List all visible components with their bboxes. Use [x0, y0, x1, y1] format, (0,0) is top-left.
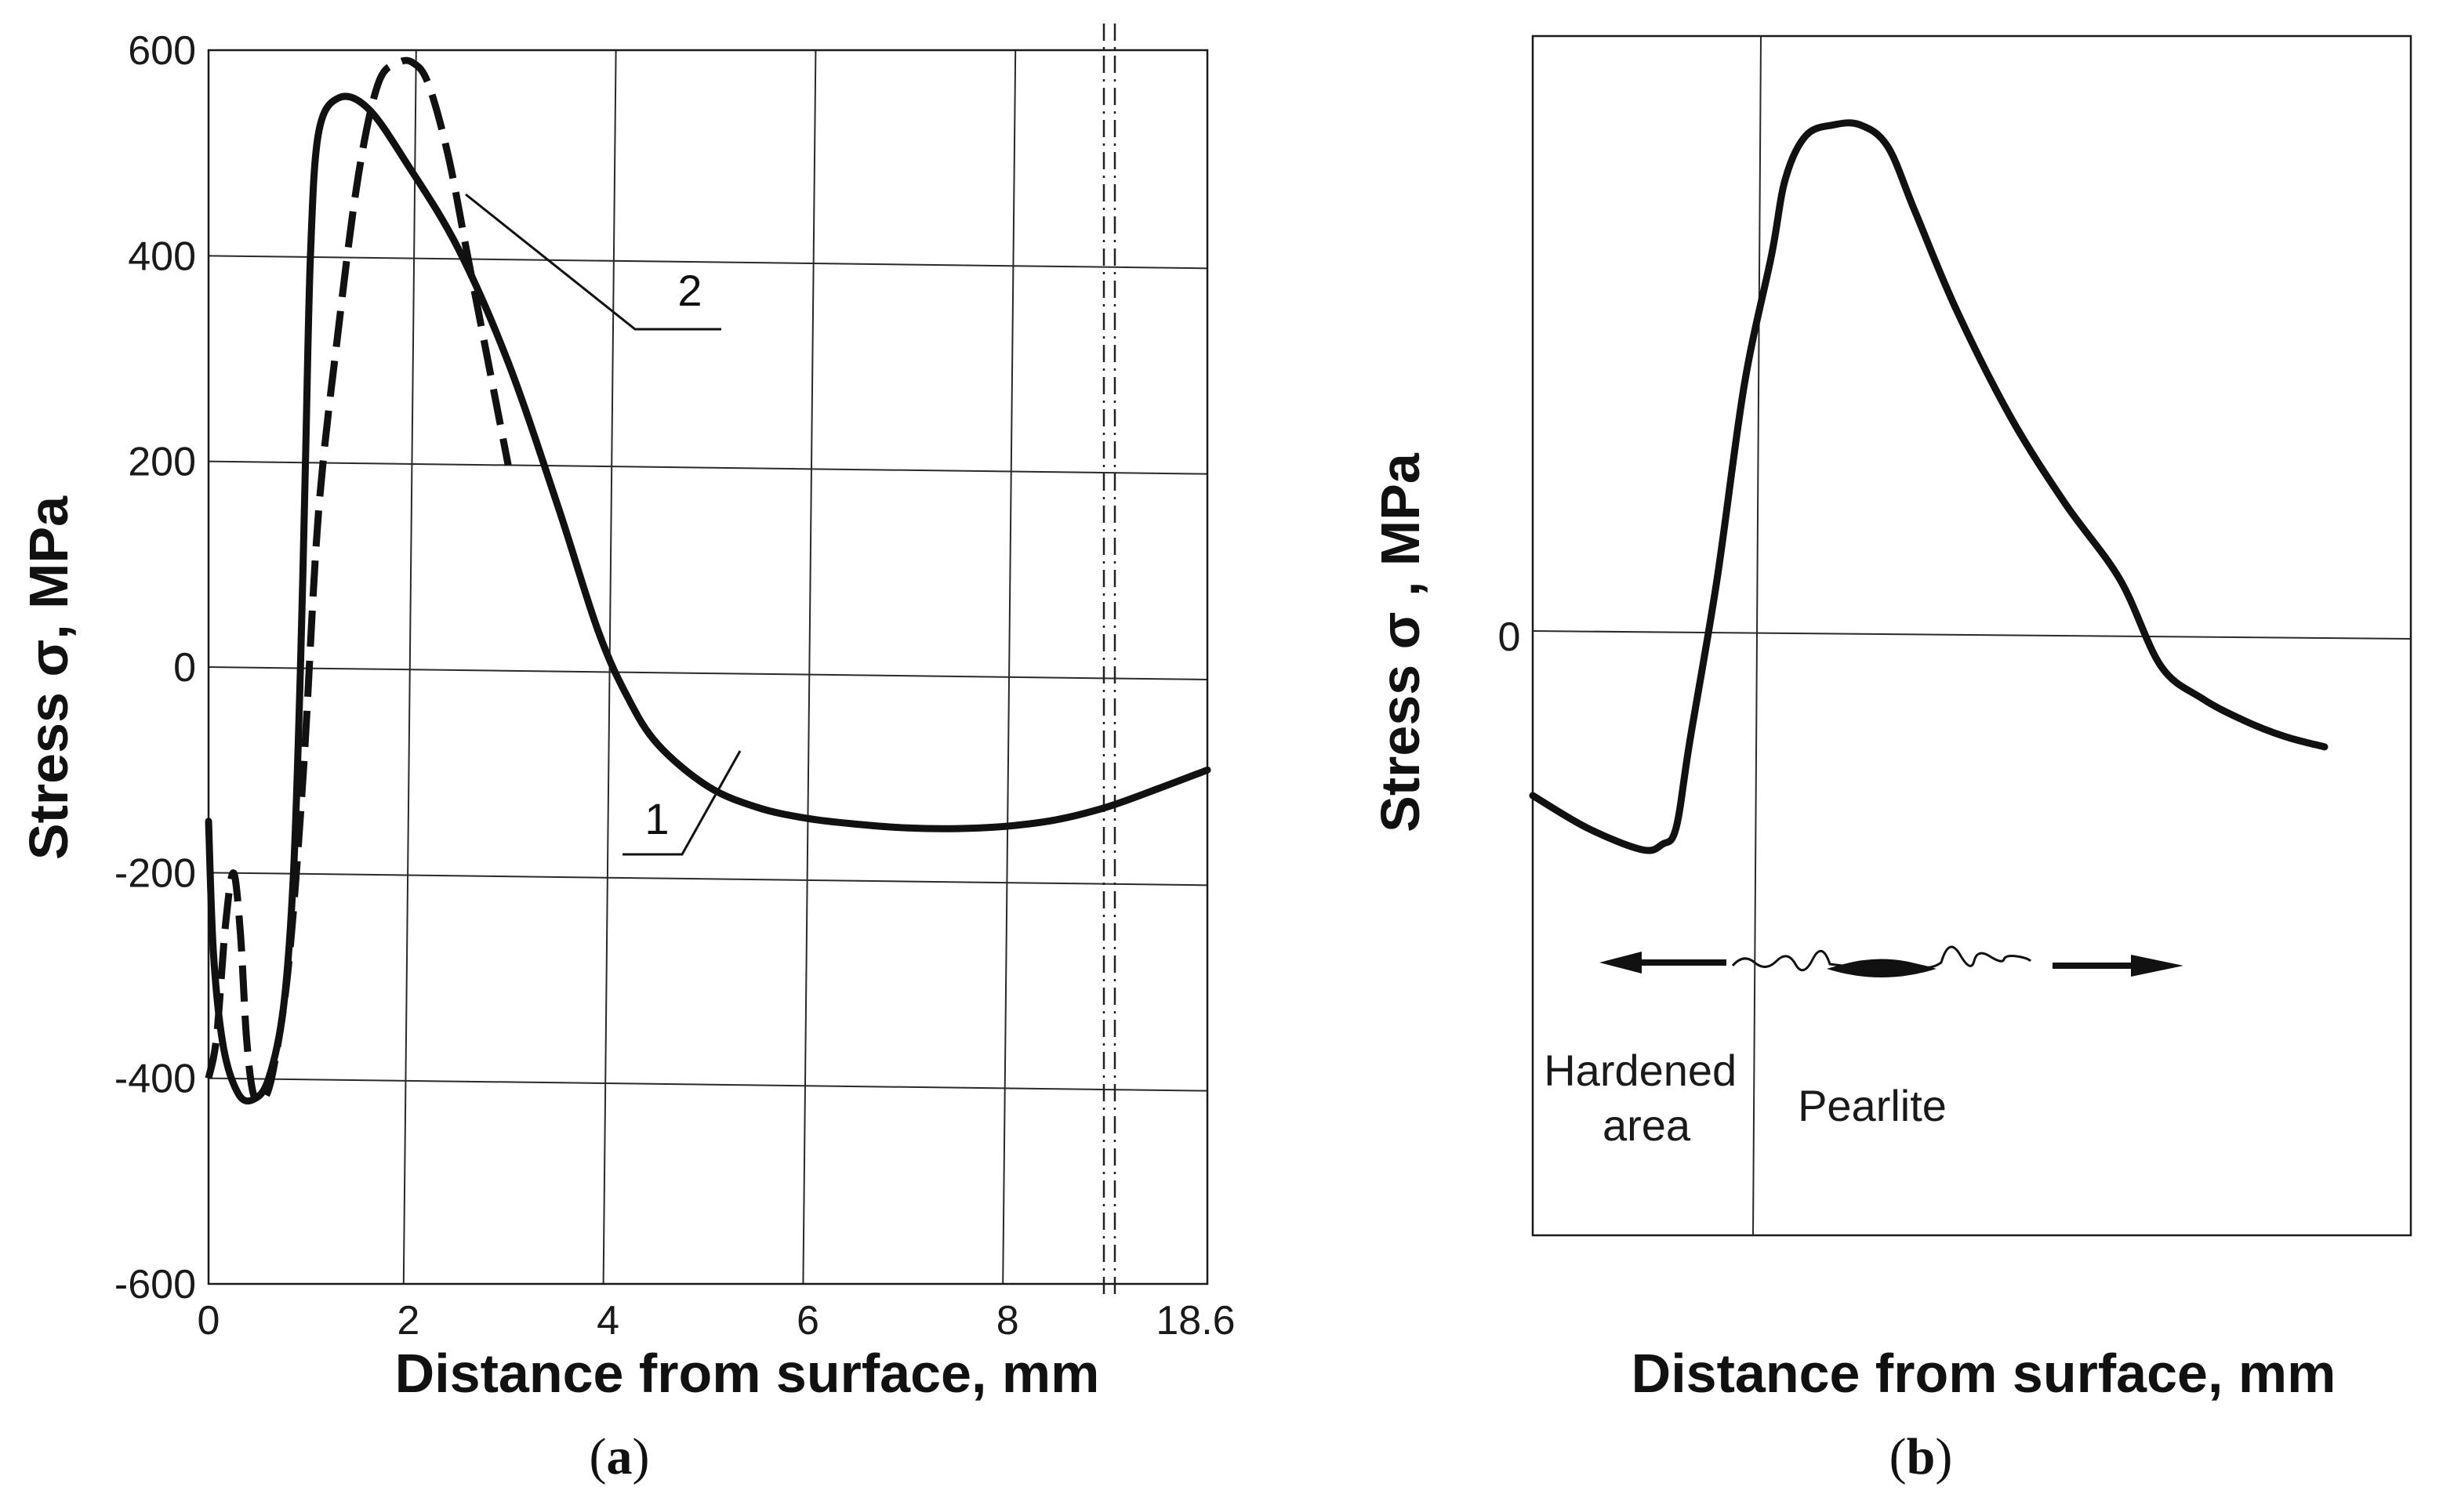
series-2-leader [465, 193, 721, 331]
panel-a-y-tick-label: -200 [114, 850, 196, 896]
panel-a-h-gridline [208, 460, 1208, 475]
panel-a-y-tick-label: 400 [128, 234, 196, 279]
series-1-leader [623, 750, 742, 856]
panel-a-y-tick-label: -600 [114, 1262, 196, 1307]
panel-a-x-tick-label: 0 [198, 1298, 220, 1343]
panel-b-caption: (b) [1889, 1428, 1953, 1485]
panel-a-y-tick-labels: 600 400 200 0 -200 -400 -600 [114, 28, 196, 1307]
panel-a-x-tick-label: 2 [397, 1298, 419, 1343]
hardened-region-label: Hardened area [1544, 1046, 1749, 1150]
panel-a-caption: (a) [590, 1428, 650, 1485]
panel-a-x-tick-label: 8 [996, 1298, 1019, 1343]
series-1-line [205, 92, 1211, 1105]
panel-a-v-gridline [802, 49, 817, 1285]
panel-b-frame [1531, 34, 2412, 1237]
panel-a-y-tick-label: 600 [128, 28, 196, 74]
transition-lens [1827, 960, 1936, 977]
panel-a-h-gridline [208, 872, 1208, 887]
panel-b-y-tick-label: 0 [1498, 615, 1521, 660]
pearlite-region-label: Pearlite [1798, 1081, 1947, 1130]
panel-a-h-gridline [208, 255, 1208, 270]
panel-a-y-tick-label: -400 [114, 1057, 196, 1102]
panel-a-y-axis-title: Stress σ, MPa [18, 495, 79, 860]
series-2-callout: 2 [677, 266, 702, 315]
panel-a-h-gridline [208, 1077, 1208, 1092]
panel-a-grid [208, 49, 1208, 1285]
series-1-callout: 1 [644, 794, 669, 843]
panel-b-y-axis-title: Stress σ , MPa [1370, 452, 1431, 832]
panel-b-zero-line [1532, 630, 2412, 640]
panel-a-x-axis-title: Distance from surface, mm [395, 1343, 1100, 1404]
panel-b-x-axis-title: Distance from surface, mm [1632, 1343, 2336, 1404]
panel-a: 600 400 200 0 -200 -400 -600 0 2 4 6 8 18.6 2 1 Str… [18, 24, 1236, 1485]
region-arrows [1599, 945, 2183, 977]
pearlite-arrow-head [2131, 955, 2183, 977]
panel-a-h-gridline [208, 666, 1208, 680]
panel-a-v-gridline [1002, 49, 1017, 1285]
panel-a-x-tick-label: 6 [797, 1298, 819, 1343]
panel-b: 0 Hardened area Pearlite Stress σ , MPa … [1370, 34, 2412, 1485]
panel-b-stress-line [1529, 119, 2329, 854]
panel-b-region-divider [1752, 35, 1762, 1236]
panel-a-y-tick-label: 200 [128, 440, 196, 485]
panel-a-v-gridline [402, 49, 417, 1285]
panel-a-frame [207, 49, 1209, 1285]
panel-a-x-tick-label: 4 [597, 1298, 619, 1343]
panel-a-x-tick-labels: 0 2 4 6 8 18.6 [198, 1298, 1236, 1343]
panel-a-y-tick-label: 0 [173, 645, 196, 691]
series-2-line [205, 56, 512, 1106]
hardened-arrow-head [1599, 952, 1642, 974]
panel-a-x-tick-label: 18.6 [1156, 1298, 1235, 1343]
